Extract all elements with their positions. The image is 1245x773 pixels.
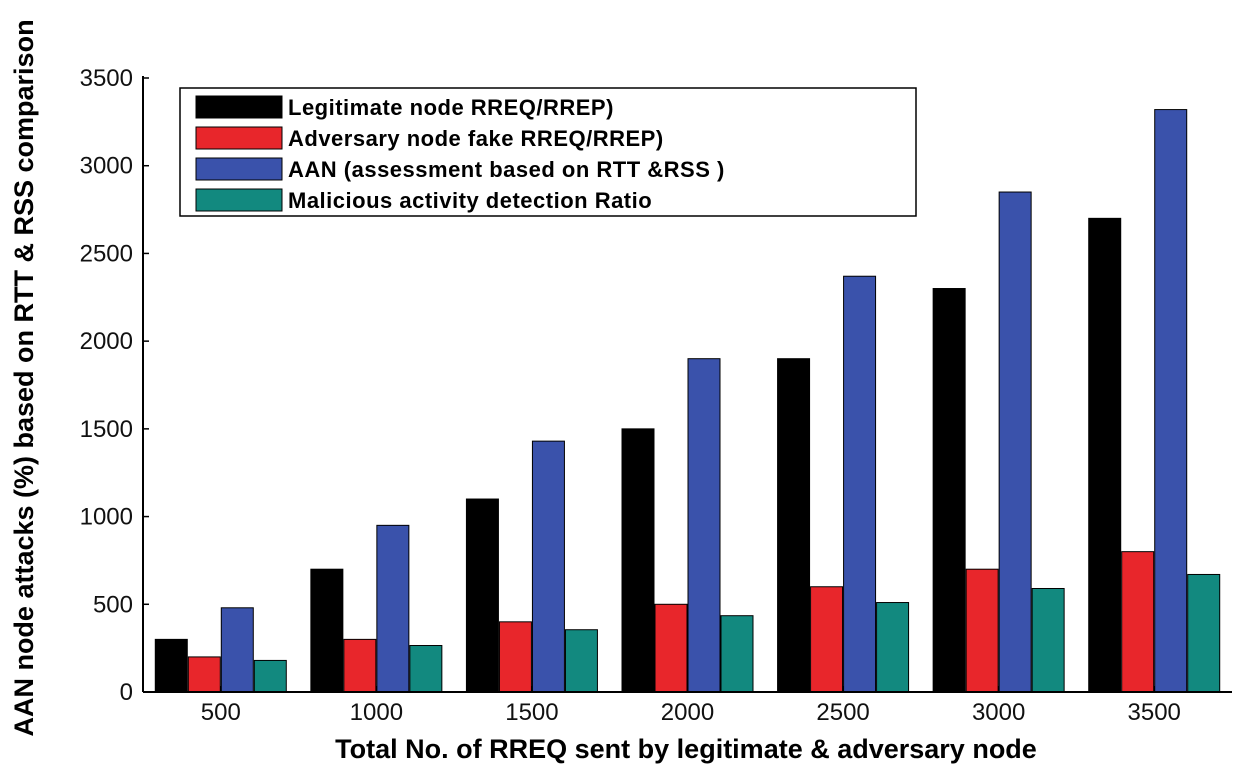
bar-aan-3000: [998, 191, 1032, 693]
bar-malicious-3000: [1031, 587, 1065, 693]
bar-legitimate-2000: [621, 428, 655, 693]
bar-aan-2000: [687, 358, 721, 693]
legend-swatch: [195, 95, 283, 119]
bar-legitimate-3500: [1088, 217, 1122, 693]
legend: Legitimate node RREQ/RREP) Adversary node…: [179, 87, 917, 217]
y-tick-label: 3000: [80, 153, 133, 180]
bar-legitimate-1500: [465, 498, 499, 693]
legend-label: Malicious activity detection Ratio: [288, 188, 652, 213]
bars-layer: [154, 109, 1221, 693]
x-tick-label: 500: [201, 699, 241, 726]
bar-adversary-1000: [343, 638, 377, 693]
bar-legitimate-1000: [310, 568, 344, 693]
bar-adversary-2000: [654, 603, 688, 693]
bar-malicious-2000: [720, 615, 754, 693]
bar-legitimate-3000: [932, 288, 966, 693]
legend-swatch: [195, 157, 283, 181]
bar-malicious-1500: [564, 629, 598, 693]
bar-adversary-3000: [965, 568, 999, 693]
x-tick-label: 2000: [661, 699, 714, 726]
bar-malicious-2500: [876, 602, 910, 693]
legend-swatch: [195, 126, 283, 150]
x-axis-title: Total No. of RREQ sent by legitimate & a…: [335, 734, 1037, 764]
legend-box: [179, 87, 917, 217]
y-tick-label: 2000: [80, 328, 133, 355]
legend-label: Adversary node fake RREQ/RREP): [288, 126, 664, 151]
y-tick-label: 1500: [80, 416, 133, 443]
ticks-layer: 0 500 1000 1500 2000 2500 3000 3500 500 1000 1500 2…: [80, 65, 1181, 726]
legend-label: Legitimate node RREQ/RREP): [288, 95, 614, 120]
bar-malicious-3500: [1187, 573, 1221, 693]
bar-adversary-1500: [498, 621, 532, 693]
bar-aan-2500: [843, 275, 877, 693]
bar-aan-1000: [376, 524, 410, 693]
y-tick-label: 2500: [80, 240, 133, 267]
bar-adversary-2500: [810, 586, 844, 693]
bar-aan-500: [220, 607, 254, 693]
y-tick-label: 1000: [80, 504, 133, 531]
legend-label: AAN (assessment based on RTT &RSS ): [288, 157, 725, 182]
bar-malicious-500: [253, 659, 287, 693]
x-tick-label: 1500: [505, 699, 558, 726]
bar-aan-3500: [1154, 109, 1188, 693]
x-tick-label: 1000: [350, 699, 403, 726]
bar-legitimate-500: [154, 638, 188, 693]
x-tick-label: 2500: [816, 699, 869, 726]
bar-adversary-500: [187, 656, 221, 693]
y-axis-title: AAN node attacks (%) based on RTT & RSS …: [9, 19, 39, 736]
bar-legitimate-2500: [777, 358, 811, 693]
x-tick-label: 3500: [1128, 699, 1181, 726]
y-tick-label: 500: [93, 591, 133, 618]
y-tick-label: 3500: [80, 65, 133, 92]
legend-swatch: [195, 188, 283, 212]
y-tick-label: 0: [120, 679, 133, 706]
x-tick-label: 3000: [972, 699, 1025, 726]
bar-adversary-3500: [1121, 551, 1155, 693]
bar-malicious-1000: [409, 645, 443, 693]
bar-aan-1500: [531, 440, 565, 693]
